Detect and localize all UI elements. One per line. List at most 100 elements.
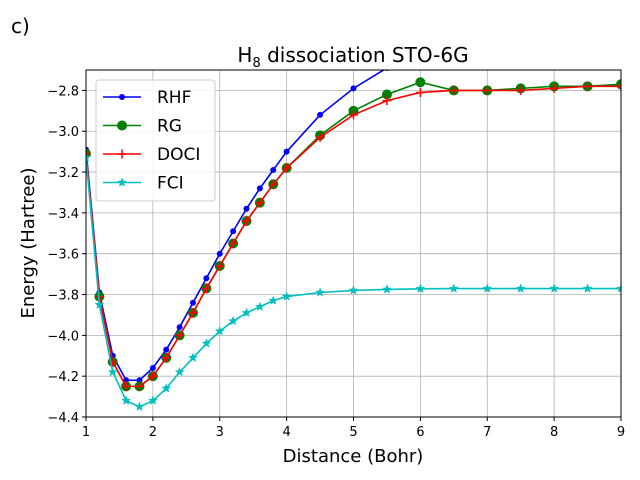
x-axis-label: Distance (Bohr): [283, 446, 424, 467]
data-point: [117, 120, 127, 131]
data-point: [270, 167, 277, 174]
data-point: [190, 299, 196, 306]
data-point: [121, 395, 132, 405]
legend-box: [95, 79, 216, 202]
x-tick-label: 1: [82, 425, 90, 440]
data-point: [214, 326, 225, 336]
data-point: [215, 261, 225, 271]
data-point: [201, 338, 212, 348]
data-point: [256, 185, 263, 192]
data-point: [350, 85, 357, 92]
x-tick-label: 7: [483, 425, 491, 440]
x-tick-label: 4: [282, 425, 290, 440]
data-point: [415, 283, 426, 294]
y-tick-label: −4.0: [47, 329, 79, 344]
legend-label: DOCI: [157, 145, 200, 165]
data-point: [86, 152, 91, 162]
x-tick-label: 5: [349, 425, 357, 440]
data-point: [281, 291, 292, 301]
legend-item-doci: DOCI: [103, 145, 200, 165]
y-tick-label: −3.0: [47, 125, 79, 140]
data-point: [176, 324, 183, 331]
data-point: [163, 346, 170, 353]
data-point: [242, 216, 251, 226]
data-point: [117, 177, 127, 187]
data-point: [448, 283, 459, 293]
data-point: [415, 87, 425, 97]
data-point: [108, 357, 118, 367]
x-tick-label: 8: [550, 425, 558, 440]
chart-title: H8 dissociation STO-6G: [237, 43, 468, 71]
legend-label: RHF: [157, 88, 191, 108]
data-point: [516, 85, 526, 95]
data-point: [188, 308, 198, 318]
data-point: [174, 366, 185, 377]
data-point: [282, 163, 292, 173]
data-point: [415, 77, 426, 88]
data-point: [117, 149, 127, 159]
y-tick-label: −4.2: [47, 370, 79, 385]
x-tick-label: 3: [216, 425, 224, 440]
data-point: [86, 149, 91, 159]
data-point: [348, 285, 359, 295]
y-tick-label: −3.2: [47, 166, 79, 181]
data-point: [449, 85, 459, 95]
y-tick-label: −3.8: [47, 289, 79, 304]
data-point: [583, 81, 593, 91]
data-point: [515, 283, 526, 293]
data-point: [243, 205, 250, 212]
data-point: [107, 366, 118, 377]
y-tick-label: −4.4: [47, 411, 79, 426]
x-tick-label: 2: [149, 425, 157, 440]
legend-item-fci: FCI: [103, 174, 184, 194]
data-point: [161, 353, 171, 363]
data-point: [616, 81, 621, 91]
series-doci: [86, 81, 621, 391]
data-point: [148, 371, 158, 381]
data-point: [382, 96, 392, 106]
data-point: [241, 307, 252, 318]
y-tick-label: −2.8: [47, 84, 79, 99]
data-point: [134, 401, 145, 412]
data-point: [549, 283, 560, 293]
y-tick-label: −3.6: [47, 248, 79, 263]
data-point: [315, 132, 325, 142]
data-point: [161, 383, 172, 393]
data-point: [255, 198, 265, 208]
x-tick-label: 6: [416, 425, 424, 440]
panel-label: c): [11, 14, 30, 38]
chart-title-subscript: 8: [252, 56, 260, 71]
data-point: [135, 381, 144, 391]
data-point: [149, 365, 156, 372]
series-fci: [86, 152, 621, 412]
data-point: [147, 395, 158, 405]
data-point: [317, 111, 324, 118]
data-point: [315, 287, 326, 297]
legend-item-rg: RG: [103, 117, 182, 137]
data-point: [254, 301, 265, 311]
data-point: [188, 352, 198, 363]
data-point: [119, 94, 125, 100]
data-point: [268, 179, 278, 189]
series-line: [86, 85, 621, 388]
legend: RHF RG DOCI FCI: [95, 79, 216, 202]
legend-label: RG: [157, 117, 182, 137]
data-point: [482, 283, 493, 293]
data-point: [549, 83, 559, 93]
legend-item-rhf: RHF: [103, 88, 191, 108]
data-point: [228, 239, 238, 248]
data-point: [482, 85, 492, 95]
y-tick-label: −3.4: [47, 207, 79, 222]
legend-label: FCI: [157, 174, 184, 194]
data-point: [228, 315, 239, 326]
data-point: [203, 275, 210, 282]
data-point: [283, 148, 290, 155]
data-point: [201, 283, 211, 293]
data-point: [94, 299, 105, 309]
data-point: [175, 330, 185, 340]
data-point: [349, 110, 358, 120]
data-point: [268, 295, 279, 305]
data-point: [121, 381, 131, 391]
data-point: [230, 228, 237, 235]
